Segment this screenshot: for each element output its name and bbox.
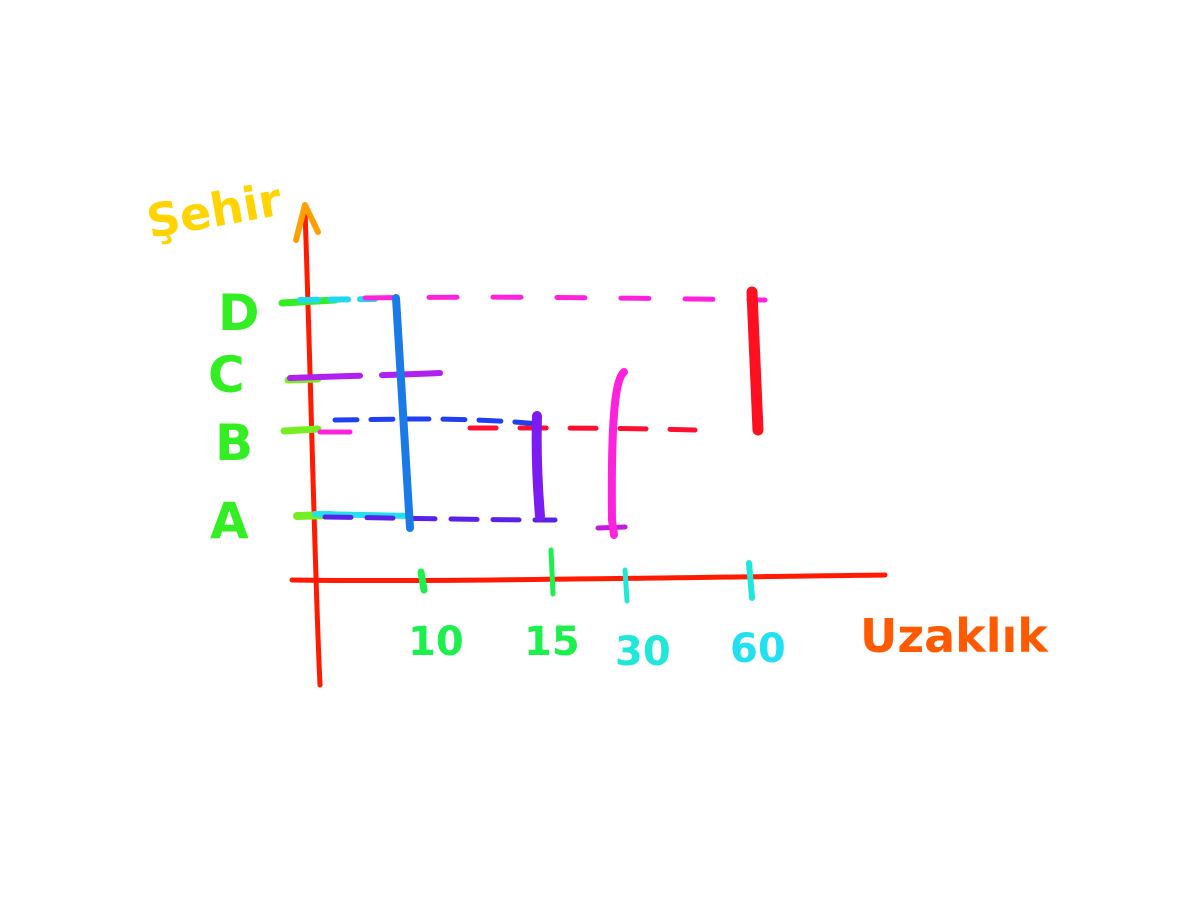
x-tick-label-10: 10 (408, 619, 464, 665)
y-axis-arrow (293, 202, 321, 243)
x-tick-30 (622, 567, 630, 604)
x-tick-label-60: 60 (730, 626, 786, 672)
x-axis-line (289, 572, 888, 584)
y-label-b: B (215, 414, 253, 472)
x-tick-15 (548, 547, 556, 597)
y-label-d: D (218, 284, 260, 342)
row-a-dash-cyan (312, 511, 413, 519)
row-b-dash-red (467, 425, 698, 433)
row-d-dash-magenta (362, 294, 768, 303)
x-tick-10 (417, 568, 428, 594)
y-tick-b (280, 425, 322, 435)
row-d-dash-cyan (297, 296, 378, 303)
row-b-dash-blue (332, 416, 543, 427)
y-axis-line (302, 207, 323, 688)
range-bar-violet (531, 411, 545, 521)
y-label-c: C (208, 346, 245, 404)
x-axis-label: Uzaklık (860, 609, 1049, 663)
y-axis-label: Şehir (143, 172, 286, 249)
range-bar-red (746, 286, 764, 436)
range-bar-magenta (607, 368, 628, 539)
x-tick-label-30: 30 (615, 629, 671, 675)
x-tick-label-15: 15 (524, 619, 580, 665)
x-tick-60 (746, 560, 755, 601)
row-c-dash-purple (287, 370, 443, 381)
y-label-a: A (210, 492, 249, 550)
range-bar-blue (392, 294, 414, 532)
